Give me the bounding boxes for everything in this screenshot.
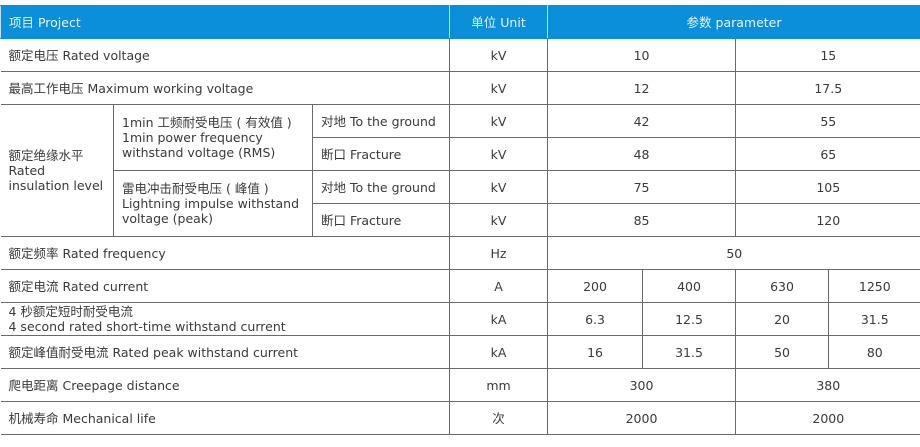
unit: mm	[449, 368, 549, 402]
value: 120	[735, 203, 920, 237]
value: 400	[642, 269, 737, 303]
value: 75	[547, 170, 737, 204]
lightning-label: 雷电冲击耐受电压 ( 峰值 ) Lightning impulse withsta…	[113, 170, 313, 237]
unit: kA	[449, 302, 549, 336]
value: 50	[547, 236, 920, 270]
label-cn: 4 秒额定短时耐受电流	[8, 304, 133, 319]
value: 10	[547, 38, 737, 72]
value: 300	[547, 368, 737, 402]
value: 50	[735, 335, 830, 369]
value: 2000	[735, 401, 920, 435]
value: 630	[735, 269, 830, 303]
value: 12	[547, 71, 737, 105]
table-row: 断口 Fracture kV 85 120	[1, 203, 920, 237]
table-row: 最高工作电压 Maximum working voltage kV 12 17.…	[0, 71, 920, 105]
value: 15	[735, 38, 920, 72]
value: 31.5	[828, 302, 920, 336]
parameter-table: 项目 Project 单位 Unit 参数 parameter 额定电压 Rat…	[0, 5, 920, 435]
unit: Hz	[449, 236, 549, 270]
insulation-label: 额定绝缘水平 Rated insulation level	[0, 104, 114, 237]
sub-label: 对地 To the ground	[311, 170, 451, 204]
sub-label: 断口 Fracture	[312, 137, 451, 171]
table-row: 额定频率 Rated frequency Hz 50	[0, 236, 920, 270]
line: voltage (peak)	[122, 211, 213, 226]
value: 1250	[828, 269, 920, 303]
table-row: 额定电流 Rated current A 200 400 630 1250	[0, 269, 920, 303]
line: 雷电冲击耐受电压 ( 峰值 )	[122, 181, 269, 196]
value: 80	[828, 335, 920, 369]
header-row: 项目 Project 单位 Unit 参数 parameter	[0, 5, 920, 39]
value: 2000	[547, 401, 737, 435]
line: 1min 工频耐受电压 ( 有效值 )	[122, 115, 292, 130]
value: 6.3	[547, 302, 644, 336]
value: 17.5	[735, 71, 920, 105]
unit: A	[449, 269, 549, 303]
value: 31.5	[642, 335, 737, 369]
label-en: Rated insulation level	[8, 163, 104, 193]
unit: kV	[449, 170, 549, 204]
value: 16	[547, 335, 644, 369]
header-parameter: 参数 parameter	[547, 5, 920, 39]
unit: 次	[449, 401, 549, 435]
value: 55	[735, 104, 920, 138]
value: 200	[547, 269, 644, 303]
sub-label: 断口 Fracture	[312, 203, 451, 237]
sub-label: 对地 To the ground	[311, 104, 451, 138]
table-row: 4 秒额定短时耐受电流 4 second rated short-time wit…	[0, 302, 920, 336]
value: 42	[547, 104, 737, 138]
row-label: 爬电距离 Creepage distance	[0, 368, 451, 402]
unit: kV	[449, 71, 549, 105]
line: Lightning impulse withstand	[122, 196, 300, 211]
table-row: 机械寿命 Mechanical life 次 2000 2000	[0, 401, 920, 435]
unit: kA	[449, 335, 549, 369]
value: 65	[735, 137, 920, 171]
label-en: 4 second rated short-time withstand curr…	[8, 319, 286, 334]
line: 1min power frequency	[122, 130, 263, 145]
value: 85	[547, 203, 737, 237]
row-label: 机械寿命 Mechanical life	[0, 401, 451, 435]
power-frequency-label: 1min 工频耐受电压 ( 有效值 ) 1min power frequency w…	[113, 104, 313, 171]
table-row: 额定峰值耐受电流 Rated peak withstand current kA…	[0, 335, 920, 369]
row-label: 4 秒额定短时耐受电流 4 second rated short-time wit…	[0, 302, 451, 336]
table-row: 雷电冲击耐受电压 ( 峰值 ) Lightning impulse withsta…	[1, 170, 920, 237]
header-project: 项目 Project	[0, 5, 451, 39]
unit: kV	[449, 38, 549, 72]
table-row: 爬电距离 Creepage distance mm 300 380	[0, 368, 920, 402]
label-cn: 额定绝缘水平	[8, 148, 84, 163]
value: 105	[735, 170, 920, 204]
row-label: 额定电流 Rated current	[0, 269, 451, 303]
unit: kV	[449, 137, 549, 171]
table-row: 额定绝缘水平 Rated insulation level 1min 工频耐受电压…	[0, 104, 920, 237]
row-label: 最高工作电压 Maximum working voltage	[0, 71, 451, 105]
row-label: 额定电压 Rated voltage	[0, 38, 451, 72]
value: 20	[735, 302, 830, 336]
unit: kV	[449, 104, 549, 138]
row-label: 额定频率 Rated frequency	[0, 236, 451, 270]
value: 48	[547, 137, 737, 171]
row-label: 额定峰值耐受电流 Rated peak withstand current	[0, 335, 451, 369]
unit: kV	[449, 203, 549, 237]
header-unit: 单位 Unit	[449, 5, 549, 39]
value: 12.5	[642, 302, 737, 336]
line: withstand voltage (RMS)	[122, 145, 276, 160]
table-row: 额定电压 Rated voltage kV 10 15	[0, 38, 920, 72]
value: 380	[735, 368, 920, 402]
